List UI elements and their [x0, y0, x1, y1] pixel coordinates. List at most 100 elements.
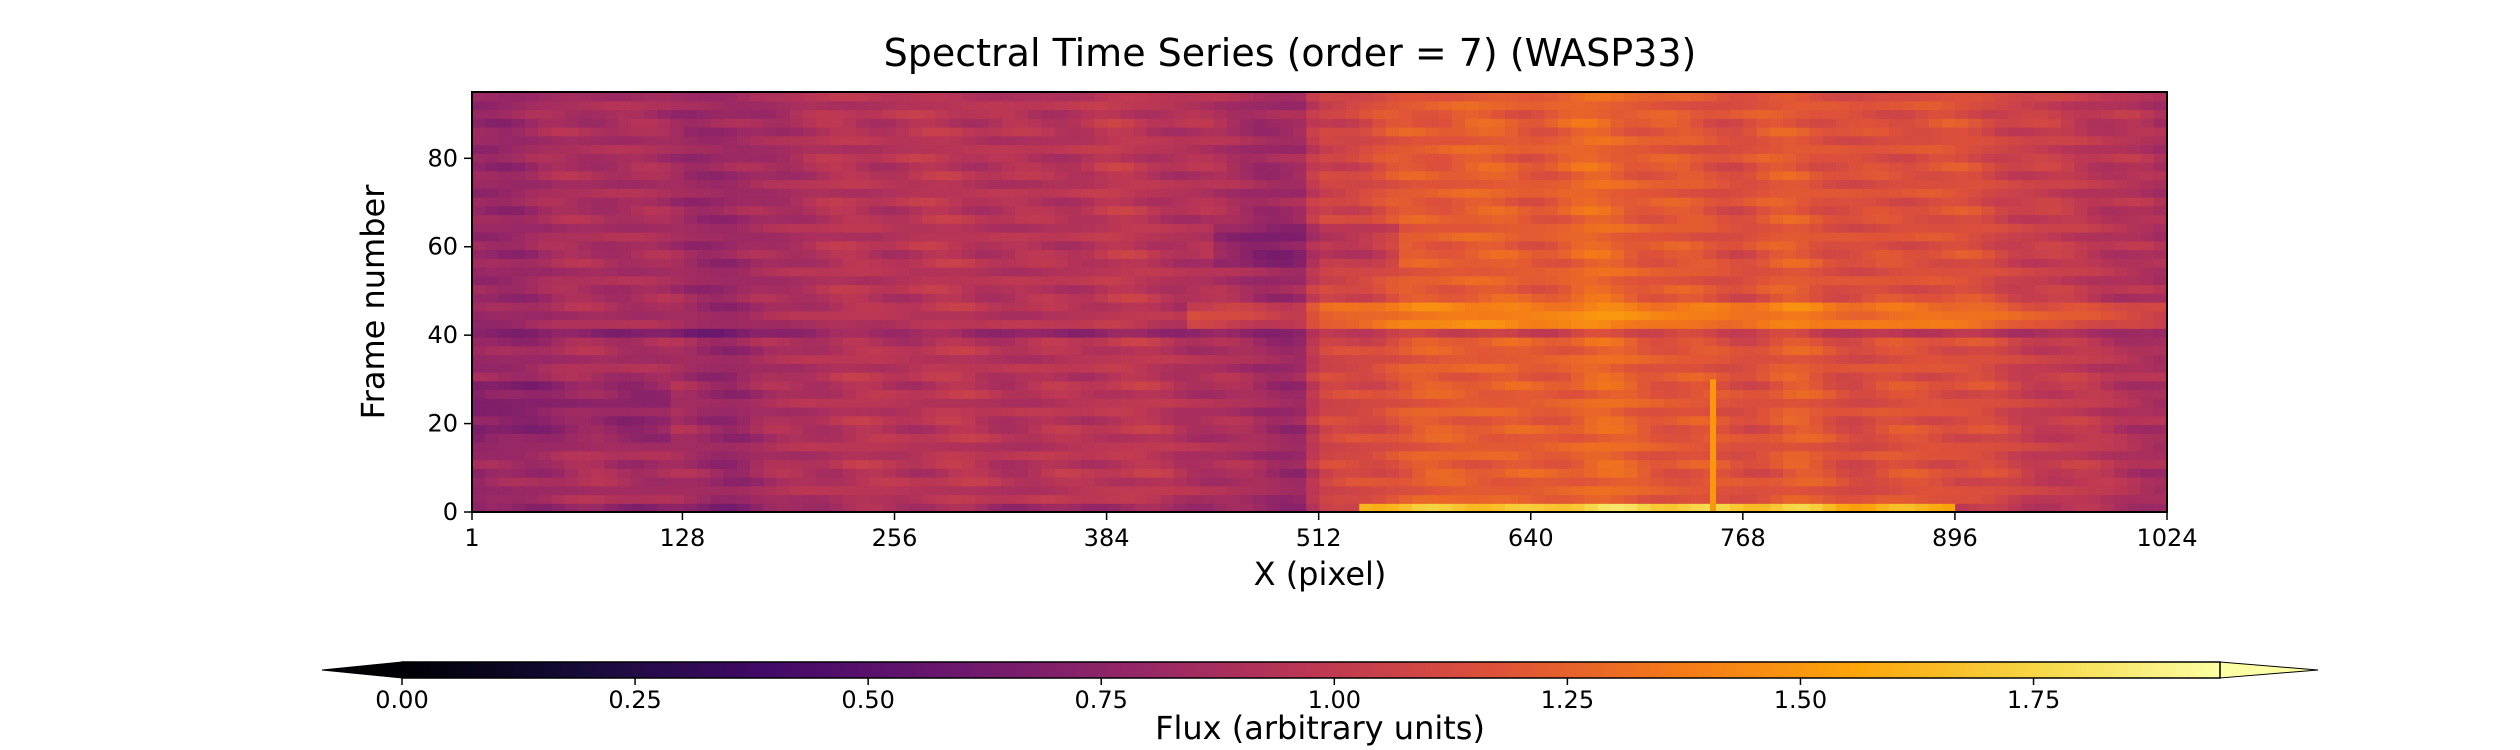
- heatmap-cell: [1107, 442, 1122, 452]
- heatmap-cell: [1279, 337, 1294, 347]
- heatmap-cell: [1438, 284, 1453, 294]
- heatmap-cell: [1412, 450, 1427, 461]
- heatmap-cell: [1531, 205, 1546, 216]
- heatmap-cell: [1637, 468, 1652, 478]
- heatmap-cell: [1293, 485, 1307, 496]
- heatmap-cell: [1849, 284, 1864, 294]
- heatmap-cell: [1968, 415, 1983, 426]
- heatmap-cell: [975, 354, 990, 364]
- heatmap-cell: [2047, 197, 2062, 207]
- heatmap-cell: [2100, 275, 2115, 286]
- heatmap-cell: [1240, 345, 1254, 356]
- heatmap-cell: [1796, 433, 1811, 443]
- heatmap-cell: [803, 354, 817, 364]
- heatmap-cell: [1743, 450, 1758, 461]
- heatmap-cell: [1041, 214, 1056, 224]
- heatmap-cell: [1173, 310, 1188, 321]
- heatmap-cell: [776, 293, 791, 303]
- heatmap-cell: [1809, 433, 1824, 443]
- heatmap-cell: [630, 459, 645, 469]
- heatmap-cell: [1637, 459, 1652, 469]
- heatmap-cell: [697, 459, 711, 469]
- heatmap-cell: [1081, 389, 1095, 399]
- heatmap-cell: [551, 433, 566, 443]
- heatmap-cell: [842, 223, 857, 233]
- heatmap-cell: [1438, 389, 1453, 399]
- heatmap-cell: [1173, 293, 1188, 303]
- heatmap-cell: [1650, 477, 1665, 487]
- heatmap-cell: [1478, 223, 1493, 233]
- heatmap-cell: [2087, 363, 2102, 373]
- heatmap-cell: [1862, 433, 1877, 443]
- heatmap-cell: [617, 363, 632, 373]
- heatmap-cell: [498, 424, 513, 434]
- heatmap-cell: [2087, 372, 2102, 382]
- heatmap-cell: [1743, 433, 1758, 443]
- heatmap-cell: [657, 328, 672, 338]
- heatmap-cell: [1584, 337, 1599, 347]
- heatmap-cell: [736, 389, 751, 399]
- heatmap-cell: [591, 205, 606, 216]
- heatmap-cell: [1796, 485, 1811, 496]
- heatmap-cell: [617, 249, 632, 259]
- heatmap-cell: [2047, 433, 2062, 443]
- heatmap-cell: [1266, 468, 1281, 478]
- heatmap-cell: [1385, 249, 1400, 259]
- heatmap-cell: [723, 459, 738, 469]
- heatmap-cell: [842, 240, 857, 251]
- heatmap-cell: [2127, 293, 2142, 303]
- heatmap-cell: [2114, 337, 2128, 347]
- heatmap-cell: [1690, 442, 1705, 452]
- heatmap-cell: [1544, 503, 1559, 513]
- heatmap-cell: [2074, 275, 2089, 286]
- heatmap-cell: [1677, 389, 1691, 399]
- heatmap-cell: [1266, 424, 1281, 434]
- heatmap-cell: [1531, 442, 1546, 452]
- heatmap-cell: [2061, 240, 2075, 251]
- heatmap-cell: [2100, 179, 2115, 189]
- heatmap-cell: [485, 293, 500, 303]
- heatmap-cell: [948, 310, 963, 321]
- heatmap-cell: [2034, 170, 2049, 181]
- heatmap-cell: [829, 205, 844, 216]
- heatmap-cell: [1968, 319, 1983, 329]
- heatmap-cell: [803, 450, 817, 461]
- heatmap-cell: [1955, 249, 1969, 259]
- heatmap-cell: [2021, 450, 2036, 461]
- heatmap-cell: [1187, 407, 1201, 417]
- heatmap-cell: [1915, 293, 1930, 303]
- heatmap-cell: [1226, 179, 1241, 189]
- heatmap-cell: [1054, 293, 1069, 303]
- heatmap-cell: [1134, 205, 1148, 216]
- heatmap-cell: [1213, 485, 1228, 496]
- heatmap-cell: [1782, 424, 1797, 434]
- heatmap-cell: [1902, 450, 1916, 461]
- heatmap-cell: [1147, 459, 1162, 469]
- heatmap-cell: [803, 205, 817, 216]
- heatmap-cell: [1293, 205, 1307, 216]
- heatmap-cell: [882, 424, 897, 434]
- heatmap-cell: [1902, 415, 1916, 426]
- heatmap-cell: [644, 477, 658, 487]
- heatmap-cell: [1240, 442, 1254, 452]
- heatmap-cell: [2047, 293, 2062, 303]
- heatmap-cell: [1028, 433, 1043, 443]
- heatmap-cell: [1888, 328, 1903, 338]
- heatmap-cell: [1809, 302, 1824, 312]
- heatmap-cell: [1730, 179, 1744, 189]
- heatmap-cell: [564, 302, 579, 312]
- heatmap-cell: [1067, 477, 1082, 487]
- heatmap-cell: [2008, 310, 2022, 321]
- heatmap-cell: [1915, 407, 1930, 417]
- heatmap-cell: [1054, 188, 1069, 198]
- heatmap-cell: [1001, 345, 1016, 356]
- heatmap-cell: [789, 442, 804, 452]
- heatmap-cell: [1200, 293, 1215, 303]
- heatmap-cell: [1067, 450, 1082, 461]
- heatmap-cell: [697, 249, 711, 259]
- heatmap-cell: [1253, 197, 1268, 207]
- heatmap-cell: [1504, 354, 1519, 364]
- heatmap-cell: [683, 249, 698, 259]
- heatmap-cell: [1213, 170, 1228, 181]
- heatmap-cell: [1385, 232, 1400, 242]
